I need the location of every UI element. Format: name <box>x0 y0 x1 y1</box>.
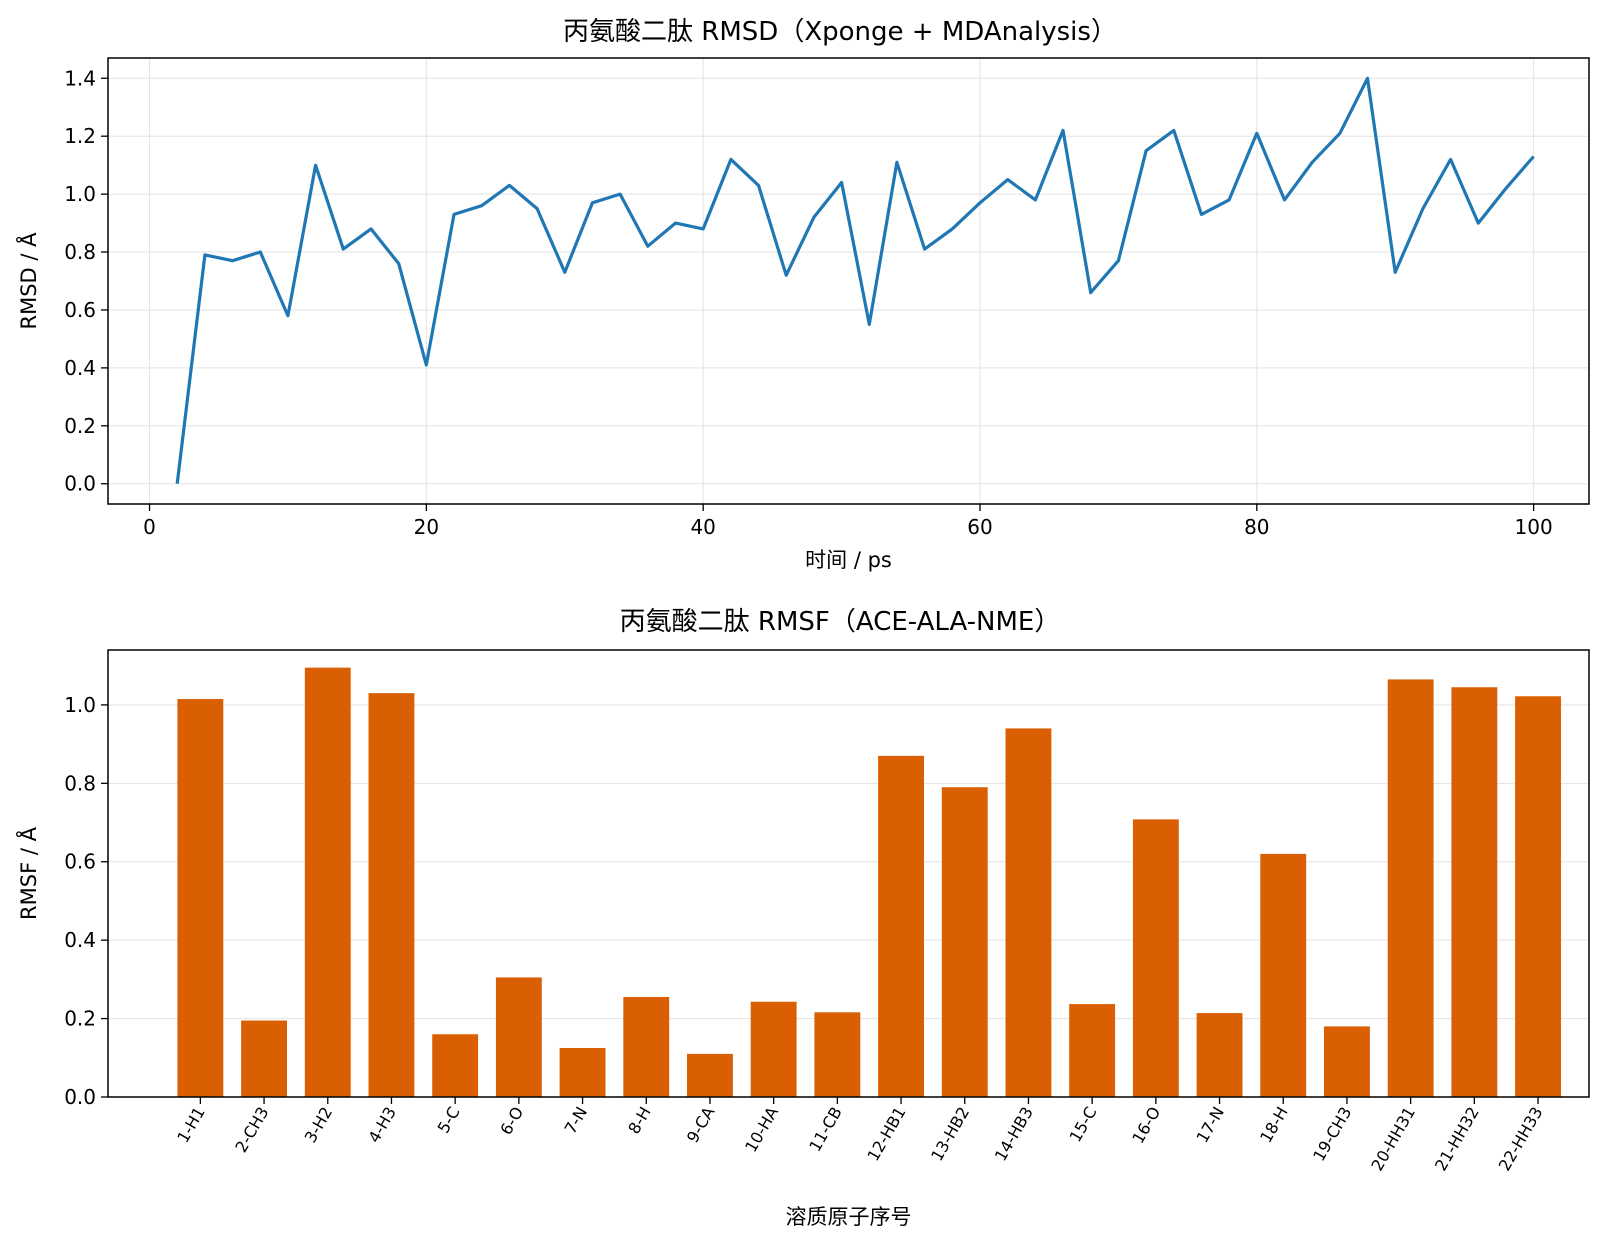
rmsf-bar <box>177 699 224 1097</box>
rmsf-y-tick-label: 0.0 <box>64 1085 96 1109</box>
rmsd-x-axis: 0 20 40 60 80 100 <box>143 504 1553 539</box>
rmsf-bar <box>241 1020 287 1097</box>
rmsd-y-axis-label: RMSD / Å <box>15 232 41 330</box>
rmsd-chart: 丙氨酸二肽 RMSD（Xponge + MDAnalysis） 0.00.20.… <box>15 17 1590 572</box>
rmsd-y-tick-label: 0.0 <box>64 472 96 496</box>
rmsf-bar <box>304 667 351 1097</box>
rmsf-bar <box>814 1012 861 1097</box>
rmsf-plot-frame <box>107 649 1590 1098</box>
rmsf-bar <box>1260 853 1307 1097</box>
rmsf-bar <box>368 693 415 1097</box>
rmsf-bar <box>687 1053 733 1097</box>
rmsf-bar <box>1324 1026 1370 1097</box>
rmsf-y-tick-label: 0.4 <box>64 928 96 952</box>
rmsf-bar <box>941 787 988 1097</box>
rmsd-y-tick-label: 0.6 <box>64 298 96 322</box>
rmsf-bar <box>559 1047 606 1097</box>
rmsf-y-tick-label: 0.8 <box>64 771 96 795</box>
rmsd-x-tick-label: 60 <box>967 515 992 539</box>
rmsf-bars <box>177 667 1561 1097</box>
rmsd-y-tick-label: 0.4 <box>64 356 96 380</box>
rmsf-chart-title: 丙氨酸二肽 RMSF（ACE-ALA-NME） <box>620 607 1061 637</box>
rmsf-bar <box>1515 696 1561 1097</box>
rmsd-x-tick-label: 80 <box>1244 515 1269 539</box>
rmsd-x-tick-label: 0 <box>143 515 156 539</box>
rmsf-bar <box>1069 1004 1116 1097</box>
rmsd-y-axis: 0.0 0.2 0.4 0.6 0.8 1.0 1.2 1.4 <box>64 66 108 496</box>
rmsf-chart: 丙氨酸二肽 RMSF（ACE-ALA-NME） 0.0 0.2 0.4 0.6 0.8 1… <box>15 607 1590 1229</box>
rmsd-x-tick-label: 20 <box>414 515 439 539</box>
rmsf-y-tick-label: 0.2 <box>64 1007 96 1031</box>
rmsd-x-tick-label: 100 <box>1515 515 1553 539</box>
rmsd-y-tick-label: 1.2 <box>64 124 96 148</box>
rmsf-bar <box>1196 1013 1243 1097</box>
rmsf-y-tick-label: 1.0 <box>64 693 96 717</box>
rmsd-points <box>177 78 1534 484</box>
rmsd-y-tick-label: 1.4 <box>64 66 96 90</box>
rmsf-bar <box>1451 687 1498 1097</box>
rmsd-plot-frame <box>107 57 1590 505</box>
rmsd-x-tick-label: 40 <box>690 515 715 539</box>
rmsf-bar <box>750 1001 797 1097</box>
rmsd-y-tick-label: 0.2 <box>64 414 96 438</box>
rmsf-x-axis-label: 溶质原子序号 <box>786 1205 912 1229</box>
rmsf-bar <box>1005 728 1052 1097</box>
rmsf-y-tick-label: 0.6 <box>64 850 96 874</box>
rmsf-bar <box>878 755 924 1097</box>
rmsd-y-tick-label: 0.8 <box>64 240 96 264</box>
rmsd-series-line <box>175 76 1535 484</box>
rmsf-bar <box>432 1034 479 1097</box>
rmsd-x-axis-label: 时间 / ps <box>805 548 892 572</box>
rmsf-bar <box>1387 679 1434 1097</box>
rmsf-bar <box>1132 819 1179 1097</box>
rmsd-y-tick-label: 1.0 <box>64 182 96 206</box>
rmsd-chart-title: 丙氨酸二肽 RMSD（Xponge + MDAnalysis） <box>563 17 1117 47</box>
rmsf-bar <box>623 997 670 1097</box>
rmsf-bar <box>495 977 542 1097</box>
rmsf-y-axis: 0.0 0.2 0.4 0.6 0.8 1.0 <box>64 693 108 1109</box>
rmsf-y-axis-label: RMSF / Å <box>15 826 41 920</box>
